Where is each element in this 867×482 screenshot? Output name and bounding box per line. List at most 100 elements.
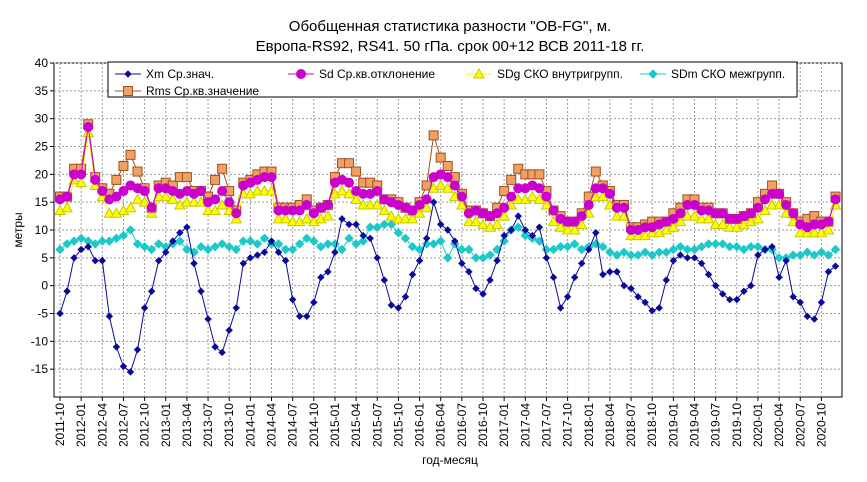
marker <box>345 220 353 229</box>
marker <box>251 185 264 196</box>
marker <box>470 215 482 227</box>
marker <box>681 210 694 221</box>
marker <box>218 348 226 357</box>
marker <box>181 172 192 183</box>
y-tick-label: 10 <box>35 223 49 237</box>
chart-subtitle: Европа-RS92, RS41. 50 гПа. срок 00+12 ВС… <box>256 38 645 55</box>
marker <box>528 231 537 240</box>
marker <box>132 239 143 249</box>
marker <box>823 250 834 260</box>
marker <box>682 244 693 255</box>
marker <box>112 343 121 351</box>
marker <box>238 236 249 246</box>
marker <box>598 241 608 252</box>
x-tick-label: 2016-04 <box>434 403 448 447</box>
marker <box>717 208 728 219</box>
marker <box>696 241 707 252</box>
marker <box>561 223 574 235</box>
marker <box>399 212 412 224</box>
marker <box>717 239 728 249</box>
marker <box>211 343 219 351</box>
marker <box>669 256 678 265</box>
x-tick-label: 2017-10 <box>561 403 575 447</box>
marker <box>689 199 700 210</box>
marker <box>576 244 587 255</box>
marker <box>279 212 292 224</box>
marker <box>486 276 494 284</box>
marker <box>61 201 73 213</box>
marker <box>260 248 269 256</box>
marker <box>521 226 530 234</box>
x-tick-label: 2013-10 <box>222 403 236 447</box>
legend-label: Rms Ср.кв.значение <box>146 84 259 98</box>
marker <box>796 298 804 307</box>
marker <box>597 190 609 202</box>
marker <box>139 241 150 252</box>
y-tick-label: -15 <box>31 362 49 376</box>
marker <box>414 244 425 255</box>
marker <box>676 251 685 259</box>
marker <box>506 174 517 185</box>
marker <box>683 254 692 262</box>
marker <box>732 241 742 252</box>
marker <box>697 259 706 268</box>
marker <box>500 231 508 240</box>
marker <box>343 187 355 199</box>
marker <box>761 245 769 254</box>
marker <box>124 201 137 213</box>
marker <box>822 223 835 235</box>
marker <box>753 241 763 252</box>
marker <box>577 259 586 268</box>
marker <box>422 234 431 243</box>
marker <box>302 233 312 244</box>
legend: Xm Ср.знач. Sd Ср.кв.отклонение SDg СКО вн… <box>107 61 798 98</box>
marker <box>295 312 304 320</box>
marker <box>310 298 318 307</box>
marker <box>789 293 797 301</box>
marker <box>407 241 418 252</box>
marker <box>126 368 135 376</box>
marker <box>739 244 749 255</box>
marker <box>768 242 776 251</box>
marker <box>77 245 85 254</box>
marker <box>451 237 459 245</box>
marker <box>575 218 588 229</box>
marker <box>203 244 213 255</box>
marker <box>668 213 679 224</box>
marker <box>118 160 129 171</box>
marker <box>808 226 821 238</box>
marker <box>641 298 649 307</box>
x-tick-label: 2013-07 <box>201 403 215 447</box>
chart-title: Обобщенная статистика разности "OB-FG", … <box>289 18 611 35</box>
y-tick-label: 25 <box>35 140 49 154</box>
marker <box>606 268 614 276</box>
marker <box>775 273 783 282</box>
marker <box>619 247 629 257</box>
marker <box>675 208 686 219</box>
marker <box>300 212 313 224</box>
marker <box>817 298 826 307</box>
marker <box>568 223 581 235</box>
marker <box>351 166 362 177</box>
marker <box>344 177 355 188</box>
marker <box>372 222 382 232</box>
marker <box>258 185 271 196</box>
marker <box>56 309 64 318</box>
marker <box>662 276 671 284</box>
x-tick-label: 2015-10 <box>391 403 405 447</box>
marker <box>323 239 333 249</box>
marker <box>794 226 807 238</box>
marker <box>123 86 133 96</box>
marker <box>830 244 841 255</box>
marker <box>75 176 87 188</box>
marker <box>428 239 439 249</box>
marker <box>286 215 299 227</box>
marker <box>224 241 234 252</box>
marker <box>514 212 522 220</box>
marker <box>549 273 558 282</box>
legend-label: SDg СКО внутригрупп. <box>497 67 623 81</box>
marker <box>407 205 418 216</box>
marker <box>554 221 567 232</box>
marker <box>131 193 144 204</box>
